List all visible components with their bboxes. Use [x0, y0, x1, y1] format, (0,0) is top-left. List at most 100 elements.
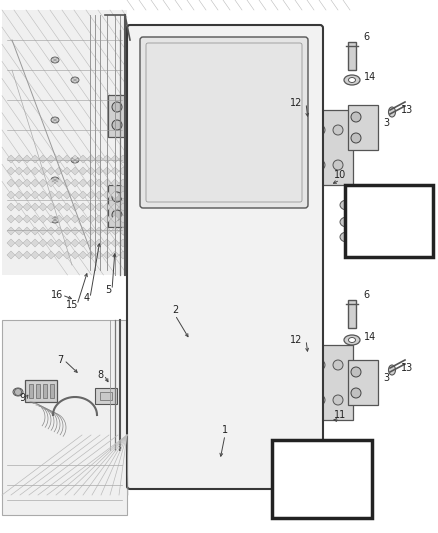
Text: 6: 6 [363, 290, 369, 300]
Ellipse shape [349, 337, 356, 343]
Polygon shape [79, 191, 87, 199]
Polygon shape [7, 215, 15, 223]
Polygon shape [15, 179, 23, 187]
Bar [297, 325, 311, 339]
Text: 4: 4 [84, 293, 90, 303]
Ellipse shape [389, 365, 396, 375]
Polygon shape [119, 179, 127, 187]
Ellipse shape [340, 217, 354, 227]
Bar [297, 345, 311, 359]
Ellipse shape [315, 360, 325, 370]
Ellipse shape [291, 351, 309, 364]
Polygon shape [111, 191, 119, 199]
Polygon shape [103, 239, 111, 247]
Polygon shape [31, 215, 39, 223]
Ellipse shape [333, 125, 343, 135]
Bar [295, 260, 313, 380]
Polygon shape [39, 191, 47, 199]
Bar [29, 384, 33, 398]
Text: 6: 6 [363, 32, 369, 42]
Polygon shape [87, 227, 95, 235]
Ellipse shape [112, 120, 122, 130]
Polygon shape [111, 215, 119, 223]
Bar [297, 285, 311, 299]
Bar [50, 384, 54, 398]
Text: 9: 9 [19, 393, 25, 403]
Polygon shape [79, 239, 87, 247]
Polygon shape [63, 167, 71, 175]
Ellipse shape [291, 164, 309, 176]
Ellipse shape [351, 367, 361, 377]
Polygon shape [39, 155, 47, 163]
Polygon shape [71, 191, 79, 199]
Polygon shape [55, 227, 63, 235]
Bar [280, 452, 330, 507]
Ellipse shape [71, 77, 79, 83]
Polygon shape [79, 215, 87, 223]
Ellipse shape [333, 160, 343, 170]
Polygon shape [63, 227, 71, 235]
Polygon shape [71, 203, 79, 211]
Polygon shape [47, 167, 55, 175]
Polygon shape [23, 155, 31, 163]
Polygon shape [47, 155, 55, 163]
Polygon shape [71, 215, 79, 223]
Polygon shape [103, 179, 111, 187]
Ellipse shape [340, 232, 354, 242]
Polygon shape [23, 227, 31, 235]
Polygon shape [47, 251, 55, 259]
Polygon shape [7, 227, 15, 235]
FancyBboxPatch shape [146, 43, 302, 202]
Polygon shape [103, 203, 111, 211]
Text: 5: 5 [105, 285, 111, 295]
Polygon shape [111, 167, 119, 175]
Polygon shape [63, 203, 71, 211]
Ellipse shape [112, 192, 122, 202]
Polygon shape [95, 179, 103, 187]
Polygon shape [7, 179, 15, 187]
Bar [43, 384, 47, 398]
Polygon shape [87, 191, 95, 199]
Polygon shape [23, 167, 31, 175]
Polygon shape [79, 227, 87, 235]
Polygon shape [55, 239, 63, 247]
Polygon shape [71, 179, 79, 187]
Polygon shape [103, 227, 111, 235]
Polygon shape [63, 251, 71, 259]
Ellipse shape [291, 148, 309, 160]
Polygon shape [39, 239, 47, 247]
Polygon shape [111, 179, 119, 187]
Ellipse shape [315, 395, 325, 405]
Polygon shape [7, 167, 15, 175]
Text: 12: 12 [290, 98, 302, 108]
FancyBboxPatch shape [127, 25, 323, 489]
Polygon shape [31, 251, 39, 259]
Polygon shape [71, 167, 79, 175]
Polygon shape [15, 155, 23, 163]
Polygon shape [87, 215, 95, 223]
Polygon shape [7, 239, 15, 247]
Polygon shape [7, 203, 15, 211]
Polygon shape [79, 179, 87, 187]
Ellipse shape [291, 116, 309, 128]
Polygon shape [103, 167, 111, 175]
Text: 14: 14 [364, 332, 376, 342]
Ellipse shape [296, 401, 304, 409]
Ellipse shape [296, 385, 304, 393]
Ellipse shape [344, 335, 360, 345]
Polygon shape [95, 191, 103, 199]
Ellipse shape [71, 157, 79, 163]
Polygon shape [23, 179, 31, 187]
Text: 15: 15 [66, 300, 78, 310]
Polygon shape [119, 191, 127, 199]
Polygon shape [111, 203, 119, 211]
Polygon shape [71, 251, 79, 259]
Polygon shape [95, 215, 103, 223]
Polygon shape [79, 203, 87, 211]
Text: 3: 3 [383, 373, 389, 383]
Polygon shape [31, 227, 39, 235]
Bar [297, 265, 311, 279]
Ellipse shape [349, 77, 356, 83]
Polygon shape [119, 167, 127, 175]
Polygon shape [103, 251, 111, 259]
